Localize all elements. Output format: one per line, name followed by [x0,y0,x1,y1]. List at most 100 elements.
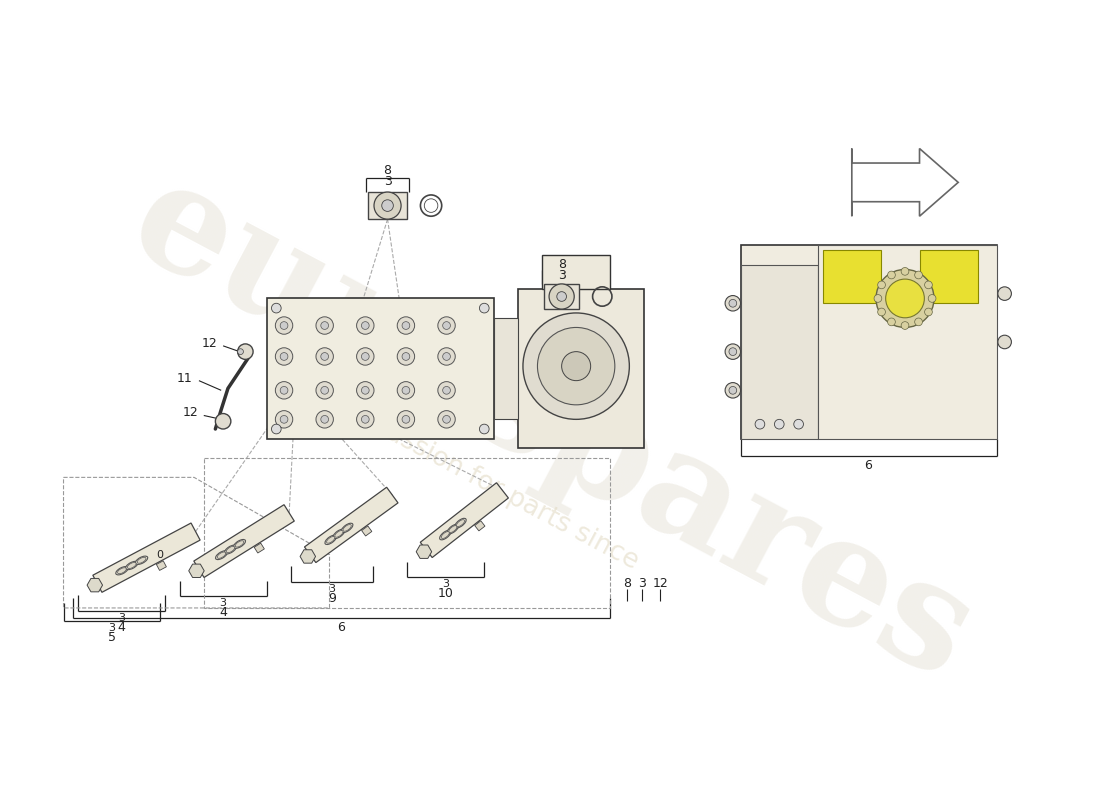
Circle shape [238,344,253,359]
Polygon shape [475,521,485,531]
Ellipse shape [233,539,245,548]
Text: 6: 6 [865,459,872,472]
Ellipse shape [455,518,466,528]
Ellipse shape [128,562,136,569]
Ellipse shape [216,550,228,559]
Bar [518,289,644,448]
Polygon shape [189,564,205,578]
Circle shape [403,415,410,423]
Ellipse shape [333,529,344,538]
Polygon shape [305,487,398,562]
Circle shape [522,313,629,419]
Ellipse shape [138,558,146,563]
Ellipse shape [327,537,334,543]
Circle shape [729,299,737,307]
Text: 6: 6 [338,621,345,634]
Text: 3: 3 [638,578,646,590]
Text: 8: 8 [624,578,631,590]
Circle shape [272,424,282,434]
Text: 4: 4 [118,621,125,634]
Circle shape [316,410,333,428]
Ellipse shape [235,541,244,547]
Text: 12: 12 [183,406,198,419]
Circle shape [998,335,1011,349]
Circle shape [557,292,566,302]
Circle shape [442,322,450,330]
Circle shape [878,308,886,316]
Circle shape [280,353,288,360]
Circle shape [238,349,243,354]
Circle shape [362,353,370,360]
Text: 12: 12 [652,578,668,590]
Circle shape [280,415,288,423]
Text: 3: 3 [384,175,392,188]
Circle shape [280,386,288,394]
Circle shape [876,270,934,327]
Bar [823,250,881,303]
Circle shape [316,317,333,334]
Circle shape [925,281,933,289]
Text: 3: 3 [558,269,565,282]
Circle shape [442,386,450,394]
Circle shape [403,353,410,360]
Polygon shape [92,523,200,592]
Polygon shape [300,550,316,563]
Bar [266,298,494,438]
Polygon shape [254,543,264,553]
Circle shape [480,303,490,313]
Circle shape [216,414,231,429]
Bar [740,265,818,438]
Ellipse shape [227,546,234,553]
Ellipse shape [448,524,459,534]
Circle shape [356,382,374,399]
Bar [542,255,610,289]
Bar [494,318,518,419]
Circle shape [438,382,455,399]
Circle shape [382,200,394,211]
Text: a passion for parts since: a passion for parts since [345,400,642,574]
Circle shape [925,308,933,316]
Ellipse shape [116,566,128,575]
Circle shape [316,348,333,365]
Polygon shape [416,545,431,558]
Ellipse shape [341,523,353,533]
Text: 10: 10 [438,587,453,600]
Ellipse shape [125,562,138,570]
Circle shape [397,317,415,334]
Text: 12: 12 [201,338,218,350]
Circle shape [725,382,740,398]
Circle shape [321,322,329,330]
Circle shape [725,344,740,359]
Circle shape [915,318,923,326]
Polygon shape [420,482,508,558]
Ellipse shape [441,531,449,538]
Ellipse shape [449,526,456,533]
Circle shape [397,348,415,365]
Text: 4: 4 [219,606,227,619]
Circle shape [888,318,895,326]
Circle shape [362,322,370,330]
Circle shape [874,294,882,302]
Ellipse shape [135,556,147,565]
Circle shape [794,419,803,429]
Circle shape [442,353,450,360]
Circle shape [321,415,329,423]
Text: eurospares: eurospares [108,147,997,711]
Ellipse shape [324,535,337,545]
Circle shape [403,322,410,330]
Polygon shape [87,578,102,592]
Text: 8: 8 [384,164,392,178]
Circle shape [998,287,1011,300]
Circle shape [878,281,886,289]
Text: 11: 11 [176,372,192,386]
Circle shape [480,424,490,434]
Ellipse shape [343,525,351,531]
Bar [740,246,997,438]
Circle shape [275,317,293,334]
Text: 8: 8 [558,258,565,271]
Circle shape [316,382,333,399]
Circle shape [275,348,293,365]
Circle shape [538,327,615,405]
Circle shape [397,410,415,428]
Circle shape [321,353,329,360]
